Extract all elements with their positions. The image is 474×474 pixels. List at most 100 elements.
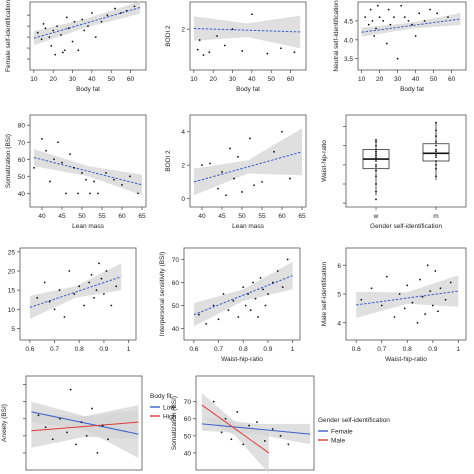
data-point: [66, 431, 68, 434]
y-tick-label: 5: [337, 292, 341, 299]
y-tick-label: 4.0: [344, 37, 353, 44]
chart-panel-p3: 3.5 4.0 4.5 Neutral self-identification 10 20…: [333, 0, 467, 93]
data-point: [435, 140, 437, 143]
data-point: [212, 400, 215, 403]
data-point: [252, 281, 255, 284]
data-point: [435, 152, 437, 155]
data-point: [256, 421, 258, 424]
y-axis-label: Neutral self-identification: [333, 0, 340, 72]
data-point: [209, 162, 211, 165]
data-point: [281, 286, 284, 288]
data-point: [253, 184, 255, 187]
data-point: [375, 158, 377, 160]
data-point: [241, 191, 243, 193]
chart-panel-p9: 4 5 6 Male self-identification 0.6 0.7 0.8 0.9 1…: [321, 247, 467, 363]
legend-title: Body fit: [150, 393, 172, 400]
data-point: [230, 438, 233, 441]
data-point: [227, 309, 230, 311]
confidence-band: [29, 263, 122, 319]
data-point: [396, 57, 399, 60]
x-tick-label: 10: [358, 76, 366, 83]
data-point: [281, 130, 283, 133]
data-point: [248, 424, 251, 427]
y-axis-label: Female self-identification: [5, 0, 12, 72]
x-tick-label: 0.9: [263, 346, 272, 353]
plot-frame: [19, 247, 137, 341]
x-tick-label: 0.8: [75, 346, 84, 353]
y-tick-label: 70: [18, 140, 26, 147]
x-tick-label: 20: [376, 76, 384, 83]
data-point: [435, 148, 437, 151]
data-point: [360, 298, 363, 301]
data-point: [229, 147, 231, 150]
data-point: [257, 316, 259, 318]
data-point: [129, 175, 131, 178]
x-tick-label: 10: [190, 76, 198, 83]
data-point: [113, 178, 115, 181]
y-tick-label: 6: [337, 263, 341, 270]
data-point: [91, 407, 93, 410]
fit-line: [193, 151, 303, 183]
data-point: [125, 9, 128, 12]
data-point: [77, 192, 79, 195]
data-point: [45, 149, 47, 152]
data-point: [426, 264, 429, 267]
data-point: [382, 19, 385, 22]
data-point: [75, 443, 77, 446]
data-point: [94, 36, 97, 38]
data-point: [69, 153, 71, 156]
legend-title: Gender self-identification: [318, 417, 390, 424]
data-point: [69, 388, 72, 391]
x-tick-label: 0.7: [214, 346, 223, 353]
y-tick-label: 40: [172, 326, 180, 333]
data-point: [87, 25, 89, 28]
data-point: [261, 181, 263, 183]
data-point: [437, 310, 439, 313]
y-axis-label: BODI 2: [165, 150, 172, 172]
data-point: [254, 297, 257, 300]
x-tick-label: m: [433, 213, 438, 220]
data-point: [81, 172, 83, 174]
y-tick-label: 20: [8, 269, 16, 276]
data-point: [287, 443, 290, 446]
legend-label: Female: [331, 429, 353, 436]
fit-line: [193, 28, 301, 33]
data-point: [262, 288, 264, 291]
plot-frame: [345, 114, 467, 208]
data-point: [385, 275, 388, 278]
y-axis-label: PSSI: [0, 286, 2, 301]
y-tick-label: 40: [18, 191, 26, 198]
data-point: [80, 421, 83, 424]
data-point: [380, 304, 383, 307]
data-point: [51, 438, 54, 441]
data-point: [88, 281, 91, 284]
data-point: [423, 19, 426, 22]
data-point: [279, 47, 282, 50]
data-point: [237, 316, 240, 318]
data-point: [96, 452, 99, 454]
data-point: [58, 289, 61, 292]
data-point: [222, 293, 225, 295]
data-point: [385, 42, 388, 45]
data-point: [376, 4, 379, 7]
legend-label: Male: [331, 438, 345, 445]
data-point: [59, 417, 61, 420]
data-point: [71, 40, 74, 43]
x-tick-label: 0.7: [377, 346, 386, 353]
data-point: [61, 51, 64, 54]
data-point: [389, 23, 392, 26]
data-point: [435, 154, 437, 157]
data-point: [40, 38, 43, 41]
fit-line: [356, 290, 459, 306]
data-point: [221, 170, 223, 173]
x-tick-label: 55: [98, 213, 106, 220]
x-tick-label: 40: [88, 76, 96, 83]
x-tick-label: 0.6: [25, 346, 34, 353]
x-tick-label: 0.8: [239, 346, 248, 353]
confidence-band: [34, 149, 142, 196]
data-point: [259, 277, 262, 279]
data-point: [65, 16, 68, 19]
x-tick-label: 0.9: [99, 346, 108, 353]
x-tick-label: 40: [38, 213, 46, 220]
data-point: [393, 316, 396, 318]
